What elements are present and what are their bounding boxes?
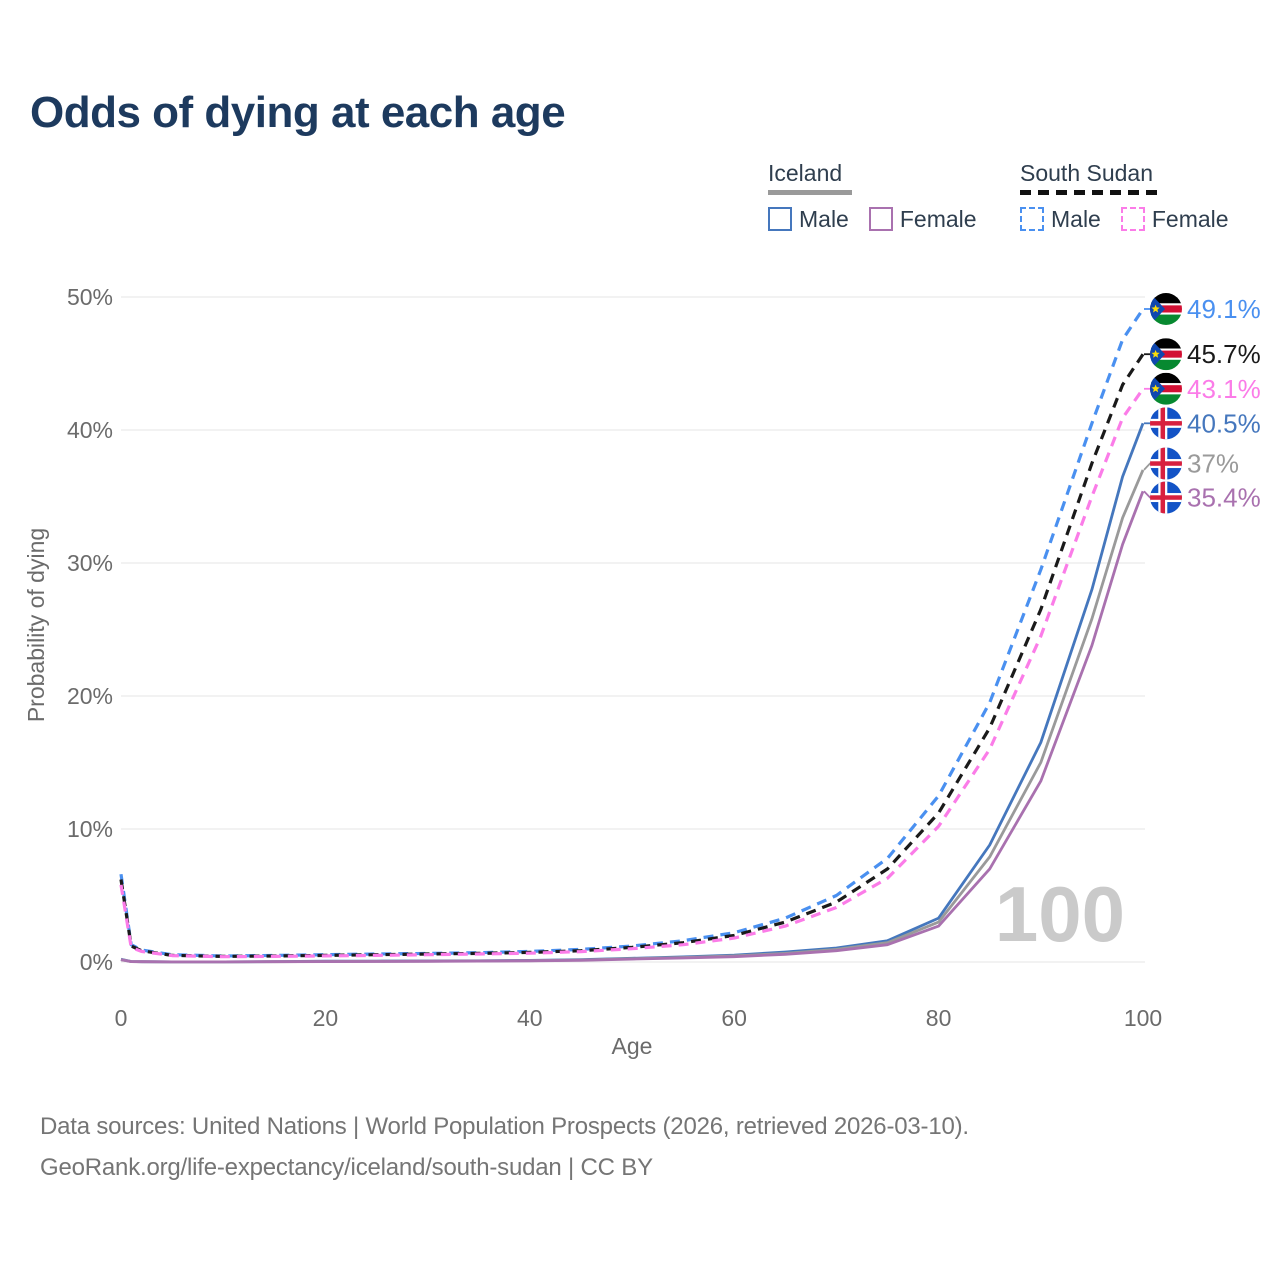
- x-tick-label: 20: [313, 1005, 339, 1031]
- iceland-flag-icon: [1150, 407, 1182, 440]
- legend-label-south-sudan-female: Female: [1151, 205, 1229, 232]
- x-tick-label: 80: [926, 1005, 952, 1031]
- series-line-south-sudan: [119, 353, 1145, 958]
- legend-swatch-south-sudan-female-icon: [1120, 207, 1145, 231]
- end-label-south-sudan: 45.7%: [1187, 339, 1261, 369]
- page-title: Odds of dying at each age: [30, 88, 566, 137]
- y-tick-label: 40%: [67, 417, 113, 443]
- legend-swatch-south-sudan-male-icon: [1020, 207, 1044, 231]
- legend-label-south-sudan-male: Male: [1051, 205, 1101, 232]
- iceland-flag-icon: [1150, 447, 1182, 480]
- legend-linestyle-solid-icon: [768, 190, 852, 195]
- y-tick-label: 20%: [67, 683, 113, 709]
- end-label-south-sudan-female: 43.1%: [1187, 374, 1261, 404]
- series-line-iceland-male: [120, 422, 1145, 964]
- x-axis-title: Age: [612, 1033, 653, 1059]
- footer: Data sources: United Nations | World Pop…: [40, 1106, 969, 1188]
- end-label-connector: [1143, 462, 1157, 471]
- legend-group-south-sudan: South Sudan Male Female: [1020, 160, 1249, 233]
- legend-group-iceland: Iceland Male Female: [768, 160, 997, 233]
- legend-swatch-iceland-female-icon: [868, 207, 893, 231]
- y-tick-label: 10%: [67, 816, 113, 842]
- footer-attribution: GeoRank.org/life-expectancy/iceland/sout…: [40, 1154, 653, 1181]
- end-label-connector: [1143, 490, 1157, 499]
- south-sudan-flag-icon: [1150, 338, 1182, 371]
- series-line-iceland-female: [120, 490, 1145, 964]
- legend-row-iceland: Male Female: [768, 206, 997, 233]
- legend-swatch-iceland-male-icon: [768, 207, 792, 231]
- legend-row-south-sudan: Male Female: [1020, 206, 1249, 233]
- age-watermark: 100: [995, 870, 1125, 958]
- x-tick-label: 0: [115, 1005, 128, 1031]
- end-label-iceland-female: 35.4%: [1187, 483, 1261, 513]
- legend-country-iceland: Iceland: [768, 160, 843, 186]
- end-label-iceland-male: 40.5%: [1187, 408, 1261, 438]
- series-line-iceland: [120, 469, 1145, 964]
- south-sudan-flag-icon: [1150, 292, 1182, 325]
- iceland-flag-icon: [1150, 481, 1182, 514]
- footer-data-sources: Data sources: United Nations | World Pop…: [40, 1113, 969, 1140]
- end-label-south-sudan-male: 49.1%: [1187, 294, 1261, 324]
- legend-label-iceland-female: Female: [899, 205, 977, 232]
- x-tick-label: 40: [517, 1005, 543, 1031]
- x-tick-label: 100: [1124, 1005, 1162, 1031]
- x-tick-label: 60: [721, 1005, 747, 1031]
- y-tick-label: 50%: [67, 284, 113, 310]
- end-label-iceland: 37%: [1187, 449, 1239, 479]
- y-tick-label: 0%: [80, 949, 113, 975]
- south-sudan-flag-icon: [1150, 372, 1182, 405]
- y-axis-title: Probability of dying: [23, 528, 49, 722]
- y-tick-label: 30%: [67, 550, 113, 576]
- legend-linestyle-dashed-icon: [1020, 190, 1162, 195]
- series-line-south-sudan-male: [119, 308, 1145, 958]
- series-line-south-sudan-female: [119, 387, 1145, 959]
- legend-country-south-sudan: South Sudan: [1020, 160, 1154, 186]
- legend-label-iceland-male: Male: [799, 205, 849, 232]
